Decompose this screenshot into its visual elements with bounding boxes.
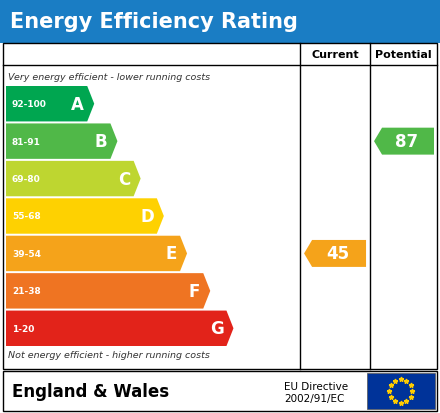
Polygon shape [304,240,366,267]
Text: G: G [210,320,224,337]
Text: Very energy efficient - lower running costs: Very energy efficient - lower running co… [8,74,210,82]
Text: A: A [71,95,84,114]
Polygon shape [6,273,210,309]
Text: Not energy efficient - higher running costs: Not energy efficient - higher running co… [8,351,210,360]
Polygon shape [6,161,141,197]
Polygon shape [6,87,94,122]
Text: EU Directive: EU Directive [284,381,348,391]
Bar [3,371,437,411]
Text: E: E [166,245,177,263]
Text: England & Wales: England & Wales [12,382,169,400]
Bar [0,0,440,44]
Polygon shape [6,236,187,271]
Text: Potential: Potential [375,50,432,60]
Text: 69-80: 69-80 [12,175,41,184]
Text: 92-100: 92-100 [12,100,47,109]
Text: Current: Current [311,50,359,60]
Bar [3,44,437,369]
Bar [0,369,440,413]
Polygon shape [6,124,117,159]
Text: Energy Efficiency Rating: Energy Efficiency Rating [10,12,298,32]
Text: 45: 45 [326,245,350,263]
Bar [367,373,435,409]
Text: 1-20: 1-20 [12,324,34,333]
Text: B: B [95,133,107,151]
Polygon shape [6,199,164,234]
Text: 55-68: 55-68 [12,212,41,221]
Text: F: F [189,282,200,300]
Text: 2002/91/EC: 2002/91/EC [284,393,344,403]
Text: C: C [118,170,131,188]
Text: 87: 87 [396,133,418,151]
Text: 39-54: 39-54 [12,249,41,258]
Text: 21-38: 21-38 [12,287,41,296]
Text: D: D [140,207,154,225]
Text: 81-91: 81-91 [12,137,41,146]
Polygon shape [6,311,234,346]
Polygon shape [374,128,434,155]
